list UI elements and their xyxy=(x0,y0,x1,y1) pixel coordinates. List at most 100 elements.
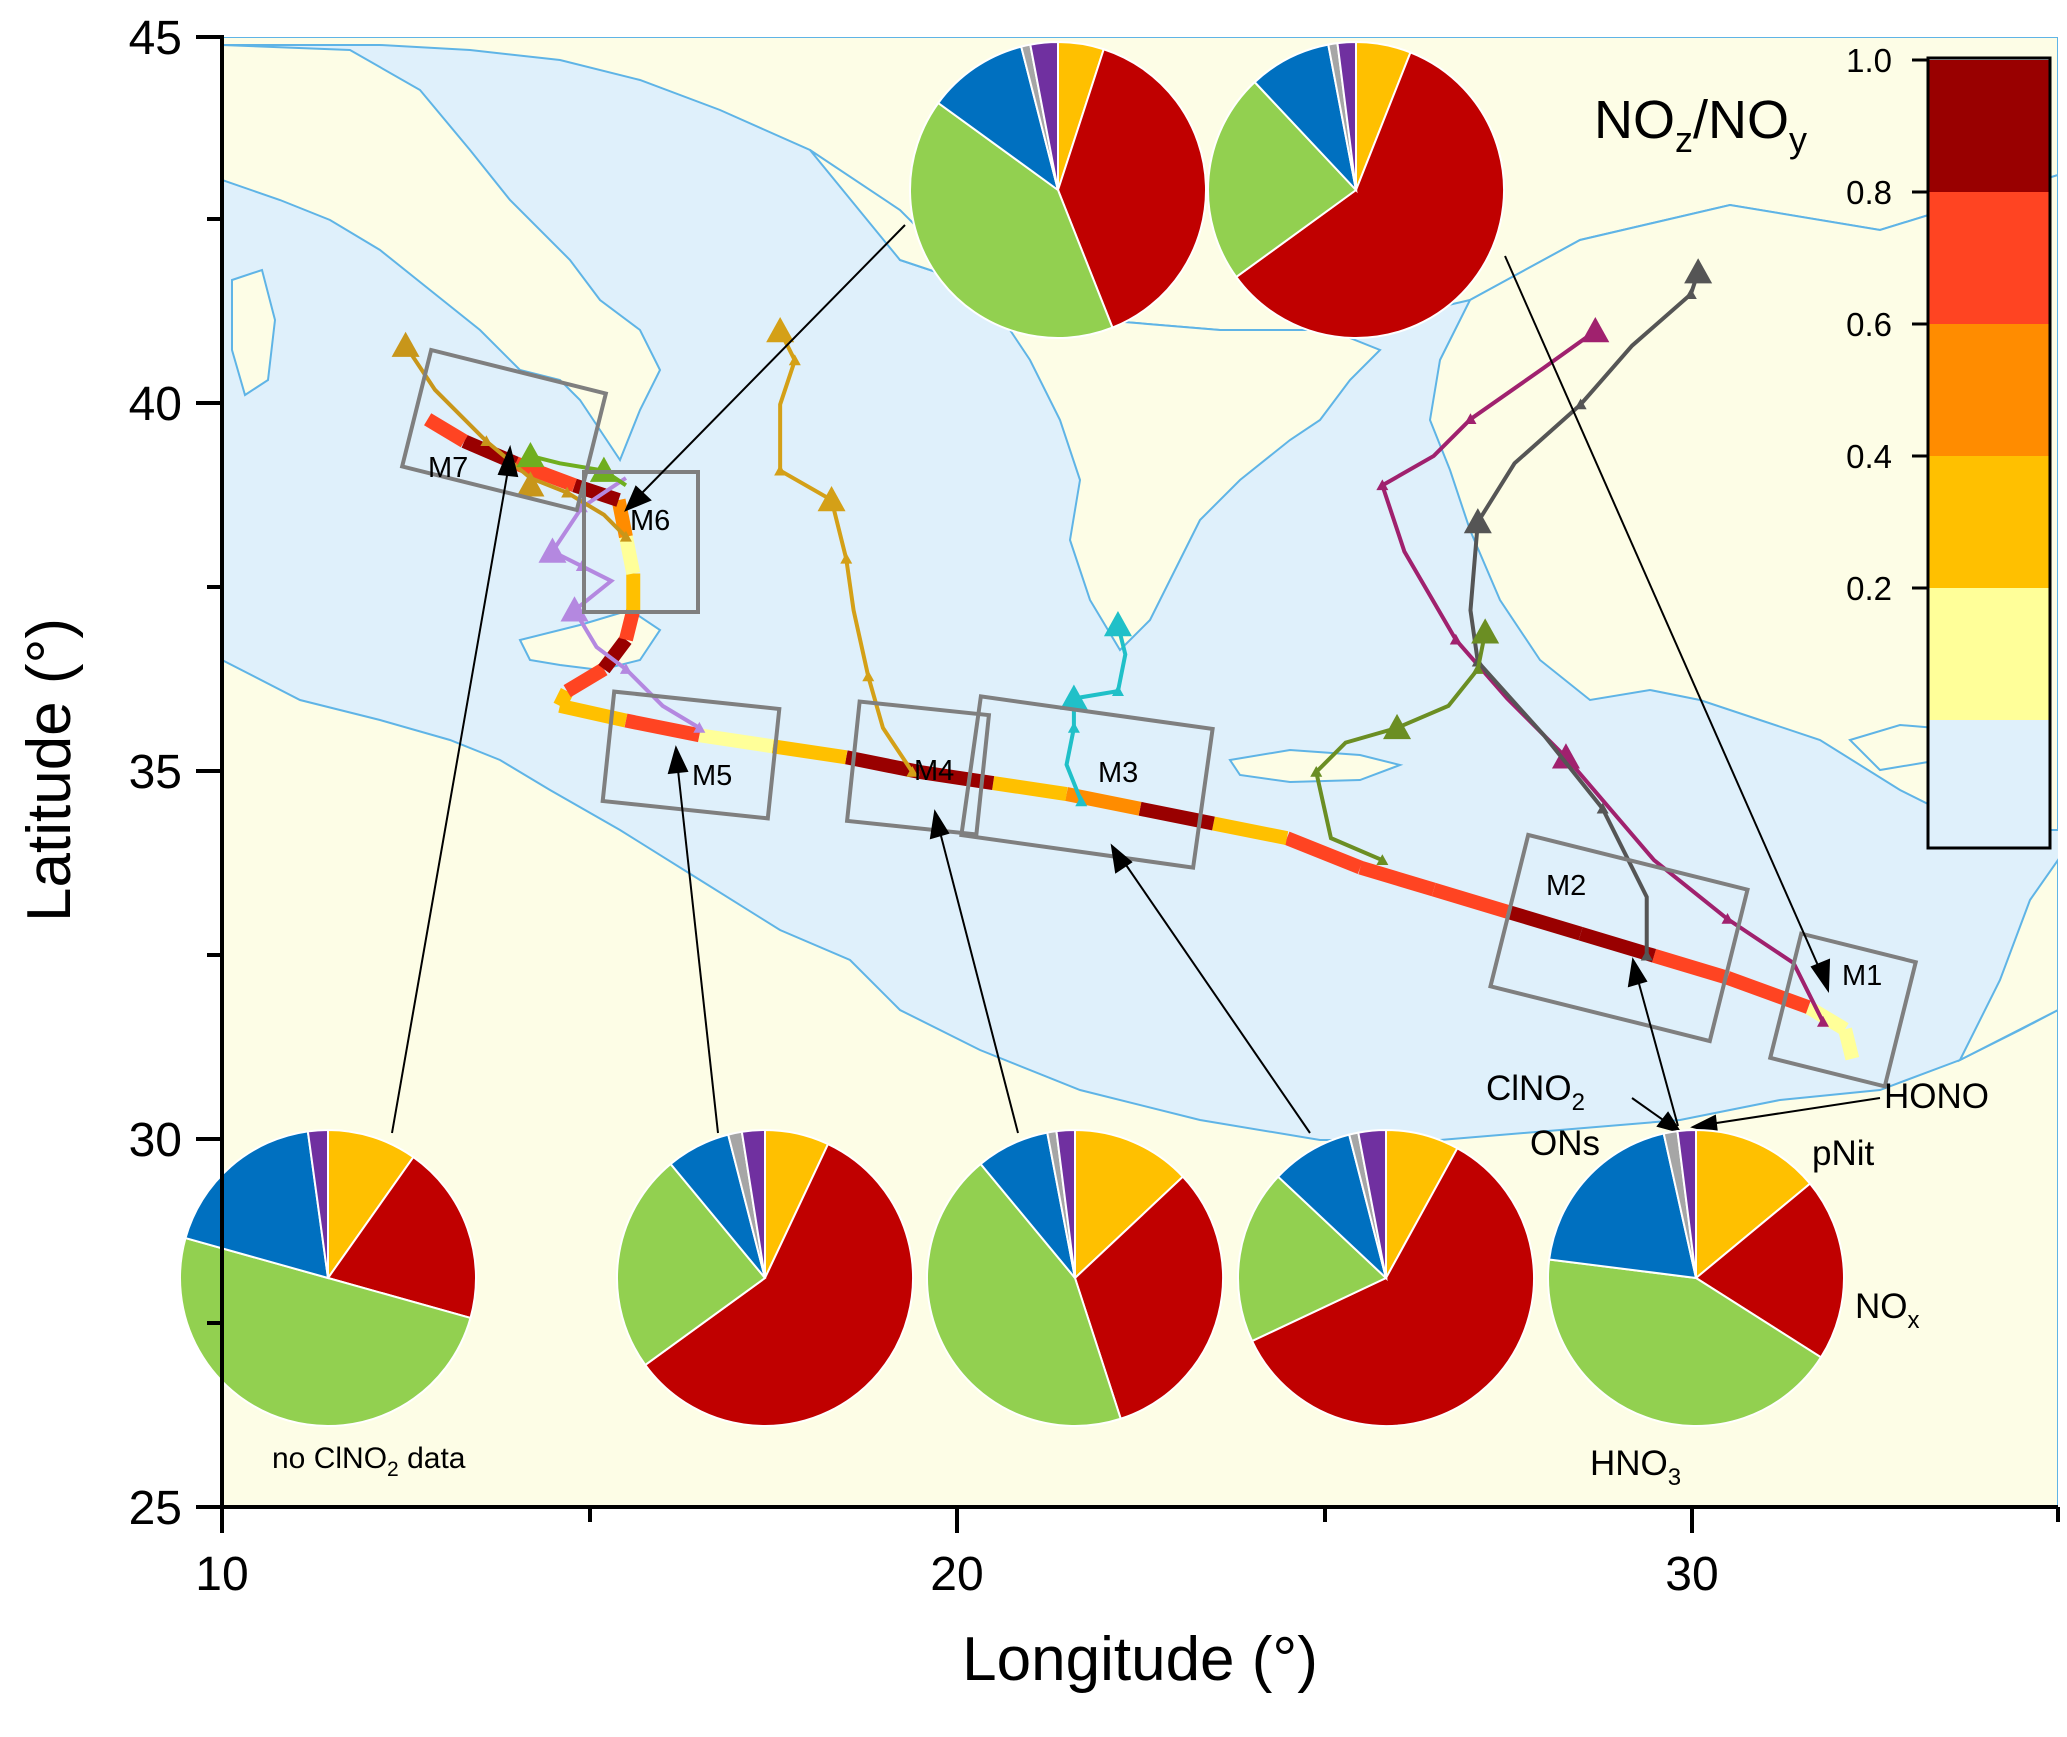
pie-slice-pnit xyxy=(327,1128,415,1282)
label-nox: NOx xyxy=(1855,1287,1920,1334)
trajectory-marker xyxy=(619,663,632,674)
trajectory-marker xyxy=(1376,479,1389,491)
y-tick-labels: 25 30 35 40 45 xyxy=(129,12,182,1535)
trajectory-marker xyxy=(840,552,853,564)
box-m2 xyxy=(1488,832,1750,1044)
colorbar-band xyxy=(1928,456,2050,588)
track-segment xyxy=(1431,882,1510,919)
arrow-clno2-label xyxy=(1631,1097,1667,1123)
trajectory-marker xyxy=(1376,854,1389,865)
track-segment xyxy=(1804,1001,1849,1036)
cbar-tick-label: 0.8 xyxy=(1846,174,1892,211)
trajectory-marker xyxy=(1075,795,1088,807)
track-segment xyxy=(553,688,574,709)
trajectory-marker xyxy=(480,435,493,447)
track-segment xyxy=(558,699,628,728)
land-crete xyxy=(1228,748,1404,784)
pie-slice-hno3 xyxy=(1547,1258,1823,1427)
arrow-m1 xyxy=(1504,255,1821,971)
label-no-clno2-data: no ClNO2 data xyxy=(272,1442,466,1481)
trajectory-marker xyxy=(906,766,919,777)
track-segment xyxy=(1358,860,1436,897)
y-axis-title: Latitude (°) xyxy=(15,618,84,922)
trajectory-marker xyxy=(1464,413,1477,424)
arrow-hono-label xyxy=(1709,1097,1881,1125)
track-segment xyxy=(1652,949,1730,985)
trajectory-marker-large xyxy=(1684,258,1713,284)
label-ons: ONs xyxy=(1530,1124,1600,1163)
pie-slice-ons xyxy=(1253,43,1358,194)
colorbar-band xyxy=(1928,588,2050,720)
track-segment xyxy=(1725,971,1811,1014)
arrow-m3 xyxy=(1123,861,1311,1134)
axes xyxy=(196,35,2060,1533)
trajectory-marker xyxy=(693,721,706,733)
label-hno3: HNO3 xyxy=(1590,1444,1681,1491)
box-label-m5: M5 xyxy=(692,760,732,792)
trajectory-marker xyxy=(619,530,632,542)
pie-slice-hono xyxy=(1676,1128,1697,1279)
x-tick-labels: 10 20 30 xyxy=(195,1548,1718,1601)
pie-slice-hono xyxy=(1055,1128,1076,1279)
pie-slice-hno3 xyxy=(925,1162,1122,1427)
trajectory-marker-large xyxy=(589,456,618,482)
pie-slice-nox xyxy=(1694,1182,1845,1359)
track-segment xyxy=(1212,816,1289,846)
pie-pointer-arrows xyxy=(391,224,1881,1135)
track-segment xyxy=(992,776,1068,801)
pie-species-labels: ClNO2 HONO ONs pNit NOx HNO3 no ClNO2 da… xyxy=(272,1069,1989,1491)
trajectory-marker-large xyxy=(1551,743,1580,769)
x-tick-label: 30 xyxy=(1665,1548,1718,1601)
cbar-tick-label: 0.6 xyxy=(1846,306,1892,343)
label-hono: HONO xyxy=(1884,1077,1989,1116)
pie-slice-hno3 xyxy=(1207,80,1358,279)
box-m5 xyxy=(600,689,782,821)
box-m3 xyxy=(959,694,1215,870)
arrow-head-m5 xyxy=(667,745,689,775)
pie-slice-hono xyxy=(740,1128,766,1279)
label-pnit: pNit xyxy=(1812,1134,1875,1173)
ship-track xyxy=(424,413,1860,1061)
trajectory-marker-large xyxy=(1059,684,1088,710)
track-segment xyxy=(1284,831,1363,875)
track-segment xyxy=(844,750,922,779)
x-axis-title: Longitude (°) xyxy=(962,1625,1318,1694)
arrow-m2 xyxy=(1637,979,1679,1127)
trajectory-marker xyxy=(1640,949,1653,961)
pie-slice-nox xyxy=(643,1142,914,1428)
arrow-m6 xyxy=(639,224,906,496)
cbar-tick-label: 0.2 xyxy=(1846,570,1892,607)
trajectory-marker-large xyxy=(538,537,567,563)
colorbar-band xyxy=(1928,192,2050,324)
pie-slice-ons xyxy=(1548,1132,1698,1280)
pie-slice-nox xyxy=(1073,1175,1224,1421)
y-tick-label: 40 xyxy=(129,378,182,431)
cbar-tick-label: 1.0 xyxy=(1846,42,1892,79)
trajectory-marker-large xyxy=(1471,618,1500,644)
label-clno2: ClNO2 xyxy=(1486,1069,1585,1116)
box-label-m3: M3 xyxy=(1098,757,1138,789)
trajectory-marker xyxy=(788,354,801,366)
pie-slice-hno3 xyxy=(179,1236,472,1427)
land-italy xyxy=(222,43,662,463)
pie-m6 xyxy=(909,40,1207,339)
arrow-head-clno2 xyxy=(1656,1111,1683,1134)
trajectory-marker-large xyxy=(391,331,420,357)
trajectory-marker-large xyxy=(1581,317,1610,343)
y-tick-label: 30 xyxy=(129,1114,182,1167)
cbar-tick-label: 0.4 xyxy=(1846,438,1892,475)
segment-boxes xyxy=(399,347,1919,1089)
trajectory-marker xyxy=(1721,913,1734,924)
y-tick-label: 35 xyxy=(129,746,182,799)
arrow-m5 xyxy=(677,769,719,1134)
box-label-m4: M4 xyxy=(914,755,954,787)
box-m6 xyxy=(582,470,700,614)
back-trajectory xyxy=(549,476,701,730)
trajectory-marker xyxy=(774,464,787,476)
trajectory-marker-large xyxy=(516,471,545,497)
pie-slice-ons xyxy=(1276,1133,1388,1282)
pie-slice-nox xyxy=(1250,1146,1535,1427)
pie-m4 xyxy=(925,1128,1224,1427)
track-segment xyxy=(1578,926,1657,963)
